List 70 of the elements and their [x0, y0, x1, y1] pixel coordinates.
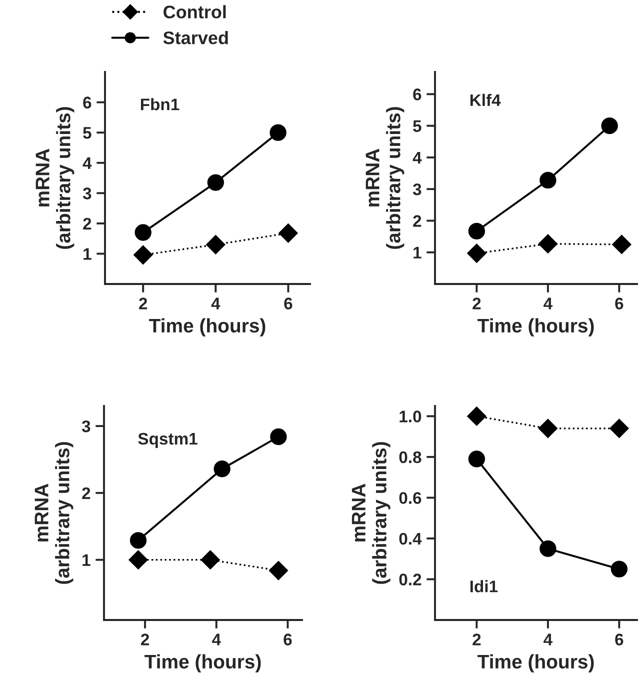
point — [268, 560, 288, 580]
y-tick-label: 0.4 — [399, 532, 422, 545]
point — [128, 550, 148, 570]
x-tick-label: 2 — [472, 298, 481, 310]
x-axis-title: Time (hours) — [478, 318, 594, 336]
point — [467, 244, 486, 263]
point — [612, 234, 632, 254]
x-tick-label: 6 — [615, 634, 624, 646]
point — [134, 245, 153, 264]
point — [206, 235, 226, 254]
y-tick-label: 1 — [414, 246, 422, 258]
x-tick-label: 4 — [544, 298, 552, 310]
text: Sqstm1 — [138, 432, 198, 448]
y-tick-label: 3 — [82, 188, 92, 200]
point — [610, 560, 628, 578]
y-tick-label: 5 — [83, 127, 92, 139]
y-tick-label: 4 — [82, 157, 92, 169]
y-tick-label: 0.6 — [399, 492, 422, 504]
point — [467, 406, 486, 426]
x-axis-title: Time (hours) — [144, 654, 261, 672]
y-tick-label: 2 — [413, 215, 422, 227]
y-tick-label: 3 — [412, 183, 422, 196]
y-tick-label: 6 — [83, 96, 92, 108]
y-tick-label: 2 — [82, 487, 90, 499]
x-tick-label: 4 — [544, 634, 552, 646]
x-tick-label: 2 — [472, 634, 481, 646]
point — [540, 540, 556, 557]
point — [538, 234, 558, 254]
legend-label: Control — [164, 5, 226, 18]
y-tick-label: 1 — [84, 248, 92, 260]
y-tick-label: 2 — [83, 218, 92, 230]
point — [200, 550, 220, 570]
point — [214, 460, 230, 478]
y-tick-label: 0.2 — [399, 574, 422, 586]
y-axis-title: mRNA (arbitrary units) — [366, 107, 404, 249]
x-tick-label: 2 — [140, 634, 149, 646]
y-tick-label: 1 — [82, 554, 90, 566]
y-axis-title: mRNA (arbitrary units) — [352, 442, 390, 584]
y-axis-title: mRNA (arbitrary units) — [36, 107, 74, 249]
text: Fbn1 — [140, 98, 180, 110]
y-tick-label: 5 — [413, 120, 422, 132]
point — [134, 224, 152, 241]
point — [601, 117, 618, 134]
legend-label: Starved — [163, 30, 228, 44]
x-tick-label: 4 — [211, 298, 220, 310]
point — [540, 172, 556, 189]
y-tick-label: 0.8 — [399, 451, 422, 464]
x-tick-label: 2 — [139, 298, 148, 310]
x-tick-label: 4 — [212, 634, 221, 646]
point — [270, 428, 287, 446]
point — [207, 174, 224, 191]
text: Klf4 — [470, 94, 501, 106]
y-tick-label: 6 — [413, 88, 422, 100]
x-tick-label: 6 — [284, 634, 292, 646]
y-tick-label: 4 — [412, 152, 422, 164]
y-tick-label: 3 — [82, 420, 90, 432]
point — [468, 450, 486, 468]
y-tick-label: 1.0 — [400, 410, 422, 422]
point — [130, 532, 147, 549]
point — [278, 224, 298, 243]
x-axis-title: Time (hours) — [478, 654, 594, 672]
point — [270, 124, 286, 141]
x-tick-label: 6 — [284, 298, 292, 310]
text: Idi1 — [470, 580, 498, 592]
point — [468, 222, 486, 240]
y-axis-title: mRNA (arbitrary units) — [34, 442, 74, 584]
point — [610, 418, 629, 438]
x-axis-title: Time (hours) — [149, 318, 266, 336]
point — [538, 418, 558, 438]
x-tick-label: 6 — [615, 298, 624, 310]
